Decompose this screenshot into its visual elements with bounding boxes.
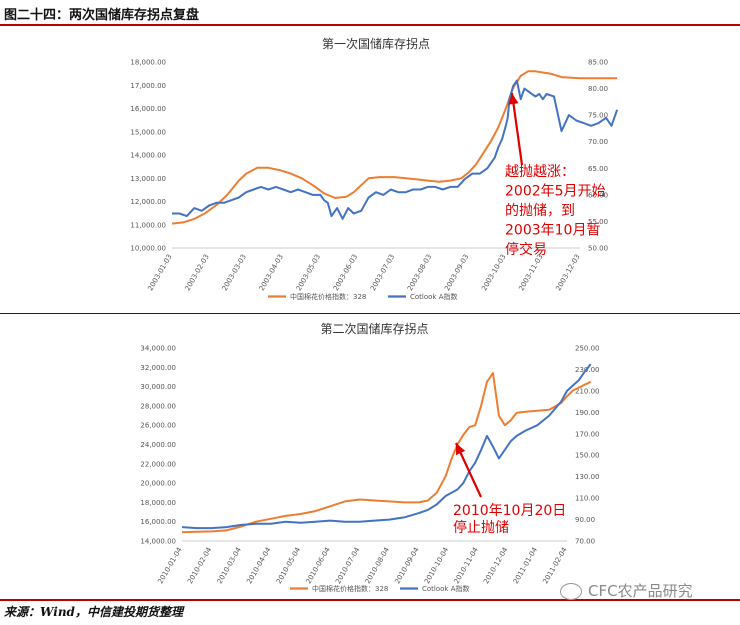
series-line-cotlook-a <box>172 79 619 220</box>
annotation-text-line: 2010年10月20日 <box>453 503 566 519</box>
x-tick-label: 2003-10-03 <box>480 253 507 292</box>
annotation-arrow-head <box>508 93 519 105</box>
x-tick-label: 2010-10-04 <box>423 546 451 586</box>
y-left-tick-label: 22,000.00 <box>140 460 176 468</box>
y-right-tick-label: 65.00 <box>588 165 608 173</box>
x-tick-label: 2003-11-03 <box>517 253 544 292</box>
annotation-text-line: 的抛储，到 <box>505 203 575 219</box>
legend-label: Cotlook A指数 <box>410 292 458 301</box>
x-tick-label: 2010-02-04 <box>186 546 214 586</box>
x-tick-label: 2003-05-03 <box>295 253 322 292</box>
y-left-tick-label: 15,000.00 <box>130 128 166 136</box>
figure-title: 图二十四：两次国储库存拐点复盘 <box>4 8 200 23</box>
x-tick-label: 2010-05-04 <box>275 546 303 586</box>
annotation-text-line: 2002年5月开始 <box>505 184 606 200</box>
series-line-cotlook-a <box>181 363 592 530</box>
x-tick-label: 2010-04-04 <box>245 546 273 586</box>
y-right-tick-label: 110.00 <box>575 495 600 503</box>
y-left-tick-label: 16,000.00 <box>140 518 176 526</box>
chart-divider <box>0 313 740 314</box>
y-right-tick-label: 70.00 <box>588 138 608 146</box>
x-tick-label: 2011-01-04 <box>512 546 540 586</box>
bottom-rule <box>0 599 740 601</box>
chart-title: 第二次国储库存拐点 <box>320 321 428 336</box>
y-left-tick-label: 11,000.00 <box>130 221 166 229</box>
x-tick-label: 2003-12-03 <box>554 253 581 292</box>
y-left-tick-label: 14,000.00 <box>140 538 176 546</box>
y-left-tick-label: 20,000.00 <box>140 480 176 488</box>
legend-label: 中国棉花价格指数：328 <box>312 584 388 593</box>
x-tick-label: 2003-08-03 <box>406 253 433 292</box>
wechat-icon <box>560 583 582 600</box>
y-left-tick-label: 32,000.00 <box>140 364 176 372</box>
y-left-tick-label: 10,000.00 <box>130 245 166 253</box>
x-tick-label: 2010-01-04 <box>156 546 184 586</box>
x-tick-label: 2003-02-03 <box>184 253 211 292</box>
x-tick-label: 2010-09-04 <box>393 546 421 586</box>
source-note: 来源：Wind，中信建投期货整理 <box>4 605 183 619</box>
x-tick-label: 2010-03-04 <box>216 546 244 586</box>
chart-title: 第一次国储库存拐点 <box>322 36 430 51</box>
y-left-tick-label: 34,000.00 <box>140 345 176 353</box>
y-right-tick-label: 150.00 <box>575 452 600 460</box>
annotation-text-line: 停止抛储 <box>453 519 509 536</box>
x-tick-label: 2003-07-03 <box>369 253 396 292</box>
y-left-tick-label: 18,000.00 <box>140 499 176 507</box>
y-left-tick-label: 30,000.00 <box>140 383 176 391</box>
brand-watermark: CFC农产品研究 <box>560 580 693 601</box>
y-right-tick-label: 70.00 <box>575 538 595 546</box>
x-tick-label: 2003-06-03 <box>332 253 359 292</box>
x-tick-label: 2010-11-04 <box>453 546 481 586</box>
y-right-tick-label: 75.00 <box>588 112 608 120</box>
x-tick-label: 2010-07-04 <box>334 546 362 586</box>
y-left-tick-label: 28,000.00 <box>140 402 176 410</box>
y-right-tick-label: 85.00 <box>588 59 608 67</box>
x-tick-label: 2003-09-03 <box>443 253 470 292</box>
y-left-tick-label: 18,000.00 <box>130 59 166 67</box>
y-left-tick-label: 17,000.00 <box>130 82 166 90</box>
annotation-text-line: 越抛越涨： <box>505 164 575 180</box>
y-left-tick-label: 24,000.00 <box>140 441 176 449</box>
y-right-tick-label: 55.00 <box>588 218 608 226</box>
x-tick-label: 2003-03-03 <box>221 253 248 292</box>
annotation-text-line: 2003年10月暂 <box>505 223 600 239</box>
annotation-arrow-head <box>456 443 466 456</box>
y-right-tick-label: 130.00 <box>575 473 600 481</box>
y-right-tick-label: 60.00 <box>588 191 608 199</box>
annotation-text-line: 停交易 <box>505 241 547 258</box>
y-right-tick-label: 50.00 <box>588 245 608 253</box>
y-left-tick-label: 14,000.00 <box>130 152 166 160</box>
x-tick-label: 2010-08-04 <box>364 546 392 586</box>
series-line-cn-cotton-index <box>181 372 592 534</box>
y-left-tick-label: 13,000.00 <box>130 175 166 183</box>
x-tick-label: 2010-12-04 <box>482 546 510 586</box>
y-right-tick-label: 170.00 <box>575 430 600 438</box>
legend-label: 中国棉花价格指数：328 <box>290 292 366 301</box>
legend-label: Cotlook A指数 <box>422 584 470 593</box>
x-tick-label: 2003-01-03 <box>146 253 173 292</box>
y-right-tick-label: 90.00 <box>575 516 595 524</box>
annotation-arrow-shaft <box>510 92 524 166</box>
y-left-tick-label: 16,000.00 <box>130 105 166 113</box>
y-right-tick-label: 190.00 <box>575 409 600 417</box>
top-rule <box>0 24 740 26</box>
series-line-cn-cotton-index <box>171 70 618 225</box>
brand-label: CFC农产品研究 <box>588 582 693 600</box>
y-right-tick-label: 210.00 <box>575 387 600 395</box>
x-tick-label: 2003-04-03 <box>258 253 285 292</box>
y-right-tick-label: 80.00 <box>588 85 608 93</box>
y-left-tick-label: 12,000.00 <box>130 198 166 206</box>
y-right-tick-label: 250.00 <box>575 345 600 353</box>
y-left-tick-label: 26,000.00 <box>140 422 176 430</box>
x-tick-label: 2010-06-04 <box>305 546 333 586</box>
